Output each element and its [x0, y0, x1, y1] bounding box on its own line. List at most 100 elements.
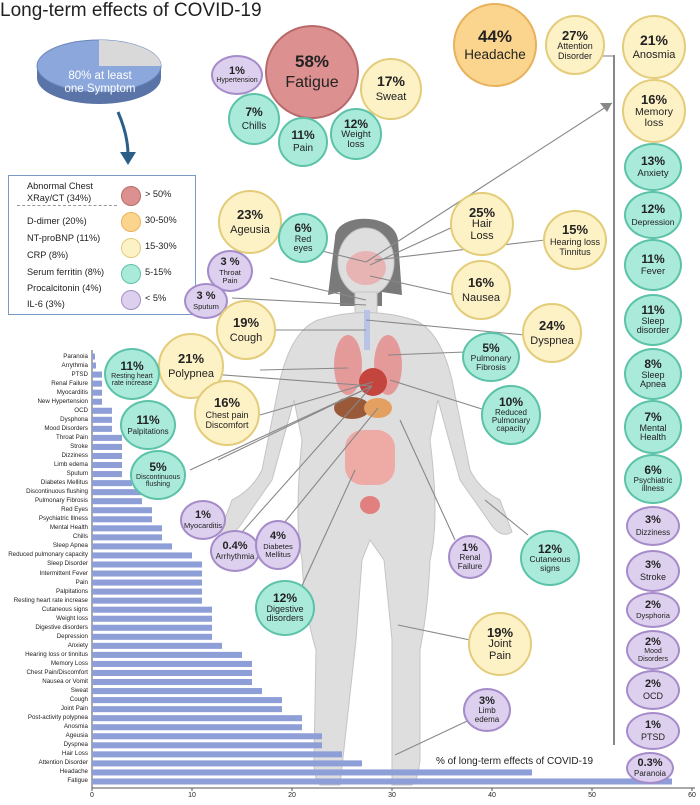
bubble-hair-loss-pct: 25%	[468, 204, 496, 220]
pie-label-line2: one Symptom	[64, 83, 136, 96]
bubble-resting-heart-pct: 11%	[120, 359, 144, 374]
figure-title: Long-term effects of COVID-19	[0, 0, 262, 21]
bubble-fatigue-pct: 58%	[294, 51, 330, 71]
x-tick-label: 20	[288, 792, 296, 799]
bubble-renal-failure-label1: Renal	[459, 553, 481, 563]
bubble-paranoia: 0.3% Paranoia	[626, 752, 674, 784]
bubble-dyspnea-pct: 24%	[538, 317, 566, 333]
legend-key-under5-label: < 5%	[145, 293, 167, 303]
pie-label-line1: 80% at least	[68, 70, 132, 82]
bubble-sleep-apnea-label2: Apnea	[639, 379, 667, 390]
bubble-palpitations-pct: 11%	[136, 412, 160, 427]
legend-box: Abnormal Chest XRay/CT (34%) D-dimer (20…	[8, 175, 196, 315]
bubble-pulmonary-fibrosis-pct: 5%	[482, 340, 500, 355]
category-label: Hearing loss or tinnitus	[25, 650, 88, 658]
bubble-headache: 44% Headache	[453, 3, 537, 87]
pie-remainder-slice	[99, 40, 161, 66]
category-label: Fatigue	[67, 777, 88, 785]
bubble-ageusia: 23% Ageusia	[218, 190, 282, 254]
bubble-dysphoria: 2% Dysphoria	[626, 592, 680, 628]
bubble-resting-heart-label2: rate increase	[111, 380, 153, 388]
category-label: Red Eyes	[61, 506, 88, 514]
category-label: Sweat	[70, 687, 88, 695]
bubble-joint-pain-pct: 19%	[486, 624, 514, 640]
bubble-attention-label1: Attention	[557, 41, 593, 52]
bubble-psychiatric-label2: illness	[641, 484, 665, 494]
legend-key-over50-label: > 50%	[145, 189, 172, 199]
bubble-anosmia-label: Anosmia	[632, 48, 676, 61]
bar-37	[92, 688, 262, 695]
lab-item-crp: CRP (8%)	[27, 250, 69, 260]
bar-12	[92, 462, 122, 469]
bar-2	[92, 371, 102, 378]
category-label: Attention Disorder	[38, 759, 88, 767]
bubble-anxiety: 13% Anxiety	[624, 143, 682, 191]
pie-label: 80% at least one Symptom	[62, 70, 138, 96]
category-label: Discontinuous flushing	[26, 488, 88, 496]
bar-22	[92, 552, 192, 559]
bar-30	[92, 624, 212, 631]
bubble-ptsd: 1% PTSD	[626, 712, 680, 750]
category-label: Ageusia	[65, 732, 88, 740]
bubble-chills-label: Chills	[241, 120, 267, 132]
bubble-hypertension: 1% Hypertension	[211, 55, 263, 95]
bar-26	[92, 588, 202, 595]
bubble-headache-pct: 44%	[477, 26, 513, 46]
bubble-cutaneous-label1: Cutaneous	[529, 554, 571, 565]
bubble-chest-pain-pct: 16%	[213, 394, 241, 410]
bubble-hair-loss: 25% Hair Loss	[450, 192, 514, 256]
bar-28	[92, 606, 212, 613]
category-label: Hair Loss	[61, 750, 88, 758]
bubble-mental-health-label2: Health	[639, 432, 666, 443]
bar-43	[92, 742, 322, 749]
bar-7	[92, 416, 112, 423]
bubble-attention-pct: 27%	[561, 27, 589, 43]
category-label: Paranoia	[63, 352, 88, 360]
bubble-renal-failure-label2: Failure	[457, 561, 483, 571]
bubble-reduced-pulmonary-label3: capacity	[496, 424, 526, 434]
bar-14	[92, 480, 132, 487]
category-label: Throat Pain	[56, 433, 88, 441]
bubble-cutaneous-label2: signs	[540, 563, 560, 574]
bubble-joint-pain: 19% Joint Pain	[468, 612, 532, 676]
bubble-pulmonary-fibrosis-label1: Pulmonary	[470, 353, 512, 364]
category-label: Depression	[56, 632, 88, 640]
bubble-diabetes: 4% Diabetes Mellitus	[255, 520, 301, 570]
bubble-diabetes-pct: 4%	[270, 530, 286, 543]
bubble-sleep-disorder: 11% Sleep disorder	[624, 294, 682, 346]
category-label: Mental Health	[49, 524, 88, 532]
category-label: PTSD	[71, 370, 88, 378]
bubble-limb-edema-pct: 3%	[479, 694, 495, 707]
category-label: Anxiety	[67, 641, 88, 649]
bubble-nausea-label: Nausea	[462, 291, 500, 304]
legend-key-over50	[121, 186, 141, 206]
bubble-sleep-apnea-pct: 8%	[644, 357, 662, 372]
bar-21	[92, 543, 172, 550]
bubble-reduced-pulmonary: 10% Reduced Pulmonary capacity	[481, 385, 541, 445]
bar-27	[92, 597, 202, 604]
bubble-memory-label1: Memory	[635, 105, 673, 118]
bar-46	[92, 769, 532, 776]
bubble-ocd-label: OCD	[643, 691, 663, 702]
bubble-chills-pct: 7%	[245, 104, 263, 119]
x-tick-label: 60	[688, 792, 696, 799]
bubble-memory-pct: 16%	[640, 92, 668, 108]
bubble-fever: 11% Fever	[624, 239, 682, 291]
bubble-anosmia-pct: 21%	[639, 31, 669, 48]
bubble-ptsd-pct: 1%	[645, 718, 661, 731]
legend-key-30-50	[121, 212, 141, 232]
bubble-weightloss-label1: Weight	[341, 129, 371, 141]
bubble-mood-label2: Disorders	[638, 655, 668, 663]
bubble-throat-pain-label2: Pain	[222, 275, 238, 285]
bubble-mood-label1: Mood	[644, 648, 662, 656]
bubble-diabetes-label1: Diabetes	[263, 541, 293, 551]
bar-25	[92, 579, 202, 586]
bubble-joint-pain-label1: Joint	[488, 638, 512, 651]
bubble-pulmonary-fibrosis: 5% Pulmonary Fibrosis	[462, 332, 520, 382]
bar-44	[92, 751, 342, 758]
bubble-ageusia-label: Ageusia	[230, 223, 270, 236]
bubble-ocd: 2% OCD	[626, 670, 680, 710]
bubble-nausea-pct: 16%	[467, 274, 495, 290]
bubble-dizziness: 3% Dizziness	[626, 506, 680, 546]
bubble-polypnea: 21% Polypnea	[158, 333, 224, 399]
